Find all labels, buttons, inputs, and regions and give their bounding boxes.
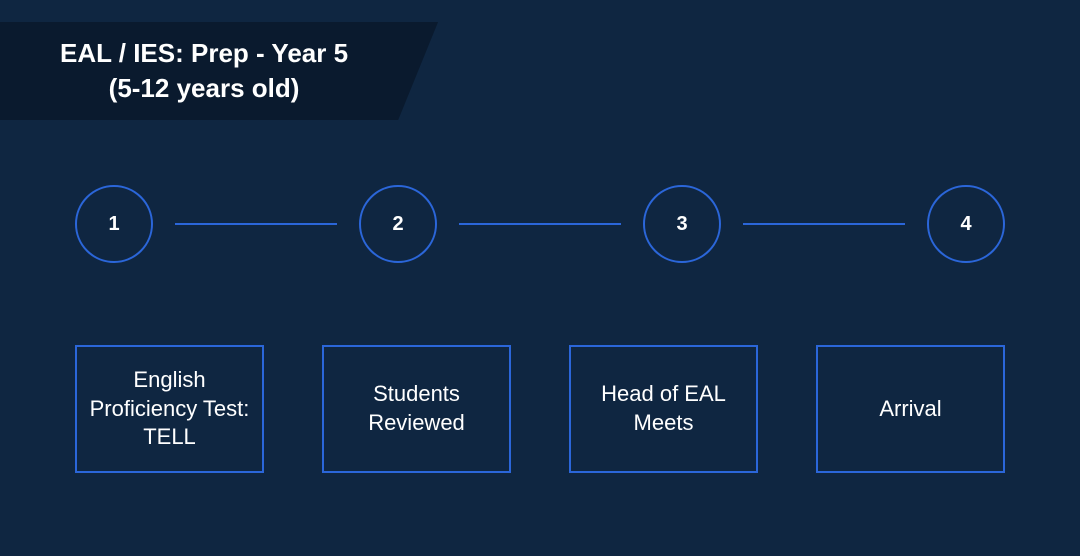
step-circle-4: 4: [927, 185, 1005, 263]
title-line-1: EAL / IES: Prep - Year 5: [60, 36, 348, 71]
connector-2-3: [459, 223, 621, 225]
connector-3-4: [743, 223, 905, 225]
connector-1-2: [175, 223, 337, 225]
step-box-4: Arrival: [816, 345, 1005, 473]
steps-boxes-row: English Proficiency Test: TELL Students …: [75, 345, 1005, 473]
title-line-2: (5-12 years old): [60, 71, 348, 106]
step-box-1: English Proficiency Test: TELL: [75, 345, 264, 473]
step-box-2: Students Reviewed: [322, 345, 511, 473]
steps-circles-row: 1 2 3 4: [75, 185, 1005, 263]
slide: EAL / IES: Prep - Year 5 (5-12 years old…: [0, 0, 1080, 556]
step-box-3: Head of EAL Meets: [569, 345, 758, 473]
step-circle-2: 2: [359, 185, 437, 263]
step-circle-1: 1: [75, 185, 153, 263]
title-banner: EAL / IES: Prep - Year 5 (5-12 years old…: [0, 22, 438, 120]
step-circle-3: 3: [643, 185, 721, 263]
